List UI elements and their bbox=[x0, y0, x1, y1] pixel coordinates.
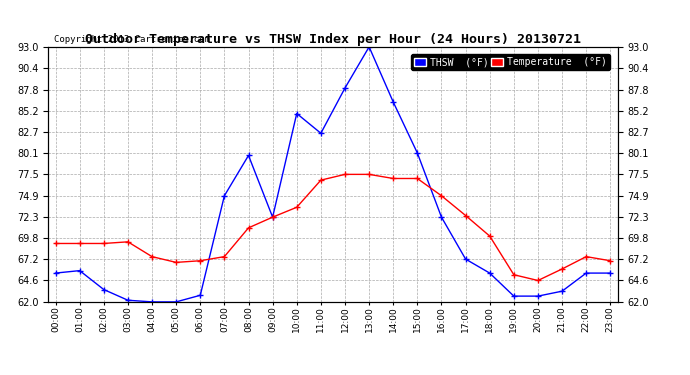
Legend: THSW  (°F), Temperature  (°F): THSW (°F), Temperature (°F) bbox=[411, 54, 610, 70]
Title: Outdoor Temperature vs THSW Index per Hour (24 Hours) 20130721: Outdoor Temperature vs THSW Index per Ho… bbox=[85, 33, 581, 46]
Text: Copyright 2013 Cartronics.com: Copyright 2013 Cartronics.com bbox=[54, 35, 210, 44]
